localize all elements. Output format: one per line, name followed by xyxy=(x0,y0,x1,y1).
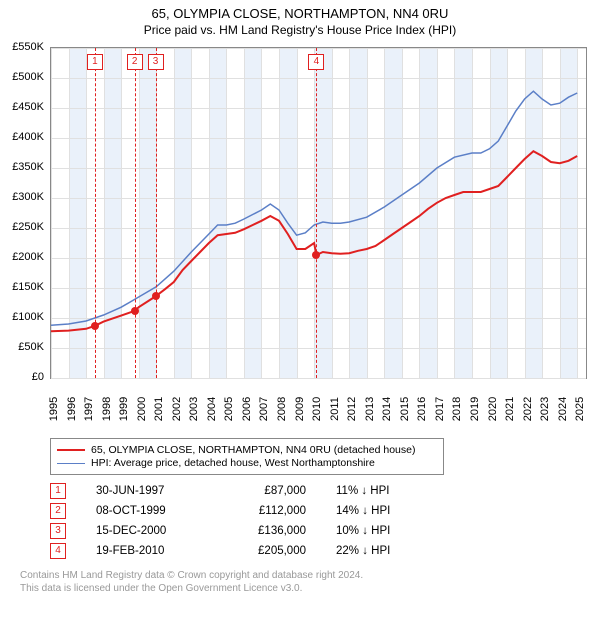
series-price_paid xyxy=(51,151,577,331)
sales-row-date: 19-FEB-2010 xyxy=(96,545,196,557)
legend-swatch-hpi xyxy=(57,463,85,464)
sale-marker-dot xyxy=(312,251,320,259)
footer: Contains HM Land Registry data © Crown c… xyxy=(20,569,600,603)
x-tick-label: 2001 xyxy=(153,397,165,421)
y-tick-label: £200K xyxy=(12,251,44,263)
sale-marker-dot xyxy=(152,292,160,300)
legend-label-hpi: HPI: Average price, detached house, West… xyxy=(91,457,375,469)
y-tick-label: £500K xyxy=(12,71,44,83)
x-tick-label: 2007 xyxy=(258,397,270,421)
x-tick-label: 1998 xyxy=(101,397,113,421)
x-tick-label: 2017 xyxy=(434,397,446,421)
chart-container: 65, OLYMPIA CLOSE, NORTHAMPTON, NN4 0RU … xyxy=(0,0,600,603)
series-hpi xyxy=(51,91,577,325)
x-tick-label: 2024 xyxy=(557,397,569,421)
x-tick-label: 2006 xyxy=(241,397,253,421)
y-axis: £0 £50K £100K £150K £200K £250K £300K £350K £400… xyxy=(0,39,48,434)
x-tick-label: 2019 xyxy=(469,397,481,421)
sales-row: 1 30-JUN-1997 £87,000 11% ↓ HPI xyxy=(50,483,600,499)
x-tick-label: 2000 xyxy=(136,397,148,421)
sales-row-date: 15-DEC-2000 xyxy=(96,525,196,537)
x-tick-label: 2005 xyxy=(223,397,235,421)
x-tick-label: 2014 xyxy=(381,397,393,421)
legend: 65, OLYMPIA CLOSE, NORTHAMPTON, NN4 0RU … xyxy=(50,438,444,475)
y-tick-label: £100K xyxy=(12,311,44,323)
x-tick-label: 2004 xyxy=(206,397,218,421)
y-tick-label: £250K xyxy=(12,221,44,233)
sales-row-num: 2 xyxy=(50,503,66,519)
x-tick-label: 1996 xyxy=(66,397,78,421)
sales-row-date: 30-JUN-1997 xyxy=(96,485,196,497)
sales-row-pct: 11% ↓ HPI xyxy=(336,485,426,497)
footer-line1: Contains HM Land Registry data © Crown c… xyxy=(20,569,600,582)
x-tick-label: 2003 xyxy=(188,397,200,421)
y-tick-label: £50K xyxy=(18,341,44,353)
title-subtitle: Price paid vs. HM Land Registry's House … xyxy=(0,23,600,37)
x-tick-label: 2012 xyxy=(346,397,358,421)
sale-marker-number: 3 xyxy=(148,54,164,70)
x-tick-label: 1999 xyxy=(118,397,130,421)
y-tick-label: £150K xyxy=(12,281,44,293)
sales-row-date: 08-OCT-1999 xyxy=(96,505,196,517)
x-tick-label: 2010 xyxy=(311,397,323,421)
x-tick-label: 2021 xyxy=(504,397,516,421)
plot-area: 1 23 4 xyxy=(50,47,587,379)
sale-marker-number: 4 xyxy=(308,54,324,70)
y-tick-label: £550K xyxy=(12,41,44,53)
sales-row-num: 4 xyxy=(50,543,66,559)
title-block: 65, OLYMPIA CLOSE, NORTHAMPTON, NN4 0RU … xyxy=(0,0,600,39)
y-tick-label: £450K xyxy=(12,101,44,113)
sales-row-price: £205,000 xyxy=(226,545,306,557)
x-tick-label: 1997 xyxy=(83,397,95,421)
sales-row: 4 19-FEB-2010 £205,000 22% ↓ HPI xyxy=(50,543,600,559)
sale-marker-number: 2 xyxy=(127,54,143,70)
x-tick-label: 2022 xyxy=(522,397,534,421)
footer-line2: This data is licensed under the Open Gov… xyxy=(20,582,600,595)
y-tick-label: £350K xyxy=(12,161,44,173)
y-tick-label: £400K xyxy=(12,131,44,143)
legend-row-hpi: HPI: Average price, detached house, West… xyxy=(57,457,437,469)
x-tick-label: 2020 xyxy=(487,397,499,421)
y-tick-label: £300K xyxy=(12,191,44,203)
x-tick-label: 2002 xyxy=(171,397,183,421)
legend-row-price: 65, OLYMPIA CLOSE, NORTHAMPTON, NN4 0RU … xyxy=(57,444,437,456)
x-tick-label: 2008 xyxy=(276,397,288,421)
sales-row-price: £87,000 xyxy=(226,485,306,497)
x-tick-label: 2013 xyxy=(364,397,376,421)
sales-row: 3 15-DEC-2000 £136,000 10% ↓ HPI xyxy=(50,523,600,539)
x-tick-label: 2023 xyxy=(539,397,551,421)
gridline-h xyxy=(51,378,586,379)
sales-row-pct: 14% ↓ HPI xyxy=(336,505,426,517)
sales-row-pct: 10% ↓ HPI xyxy=(336,525,426,537)
x-tick-label: 2025 xyxy=(574,397,586,421)
legend-label-price: 65, OLYMPIA CLOSE, NORTHAMPTON, NN4 0RU … xyxy=(91,444,415,456)
sale-marker-line xyxy=(316,48,317,378)
sales-row-price: £136,000 xyxy=(226,525,306,537)
sale-marker-line xyxy=(156,48,157,378)
x-tick-label: 2009 xyxy=(294,397,306,421)
x-tick-label: 1995 xyxy=(48,397,60,421)
sale-marker-dot xyxy=(131,307,139,315)
sales-row-num: 1 xyxy=(50,483,66,499)
y-tick-label: £0 xyxy=(32,371,44,383)
x-tick-label: 2015 xyxy=(399,397,411,421)
x-tick-label: 2011 xyxy=(329,397,341,421)
legend-swatch-price xyxy=(57,449,85,451)
sales-row-price: £112,000 xyxy=(226,505,306,517)
sales-row: 2 08-OCT-1999 £112,000 14% ↓ HPI xyxy=(50,503,600,519)
sales-row-num: 3 xyxy=(50,523,66,539)
chart-area: £0 £50K £100K £150K £200K £250K £300K £350K £400… xyxy=(0,39,600,434)
x-tick-label: 2016 xyxy=(416,397,428,421)
x-tick-label: 2018 xyxy=(451,397,463,421)
chart-lines xyxy=(51,48,586,378)
sales-row-pct: 22% ↓ HPI xyxy=(336,545,426,557)
sale-marker-dot xyxy=(91,322,99,330)
title-address: 65, OLYMPIA CLOSE, NORTHAMPTON, NN4 0RU xyxy=(0,6,600,21)
sale-marker-line xyxy=(135,48,136,378)
x-axis: 1995 1996 1997 1998 1999 2000 2001 2002 2003 2004… xyxy=(50,381,585,431)
sale-marker-number: 1 xyxy=(87,54,103,70)
sales-table: 1 30-JUN-1997 £87,000 11% ↓ HPI 2 08-OCT-1999… xyxy=(50,483,600,559)
